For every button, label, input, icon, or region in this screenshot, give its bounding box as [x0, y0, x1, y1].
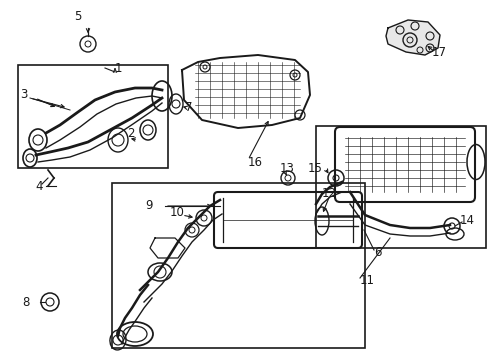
- Text: 1: 1: [115, 62, 122, 75]
- Text: 16: 16: [247, 156, 263, 168]
- Text: 15: 15: [307, 162, 322, 175]
- Text: 12: 12: [321, 186, 336, 199]
- Text: 6: 6: [373, 246, 381, 258]
- Text: 2: 2: [127, 126, 134, 140]
- Bar: [18, 65, 168, 168]
- Text: 17: 17: [431, 45, 446, 59]
- Text: 13: 13: [280, 162, 294, 175]
- Polygon shape: [385, 20, 439, 55]
- Text: 7: 7: [184, 100, 192, 113]
- Text: 11: 11: [359, 274, 374, 287]
- Text: 3: 3: [20, 87, 27, 100]
- Text: 4: 4: [35, 180, 42, 193]
- Text: 14: 14: [459, 213, 474, 226]
- Bar: [315, 126, 485, 248]
- Text: 10: 10: [170, 206, 184, 219]
- Text: 5: 5: [74, 9, 81, 23]
- Bar: [112, 183, 364, 348]
- Text: 9: 9: [145, 198, 152, 212]
- Text: 8: 8: [22, 296, 29, 309]
